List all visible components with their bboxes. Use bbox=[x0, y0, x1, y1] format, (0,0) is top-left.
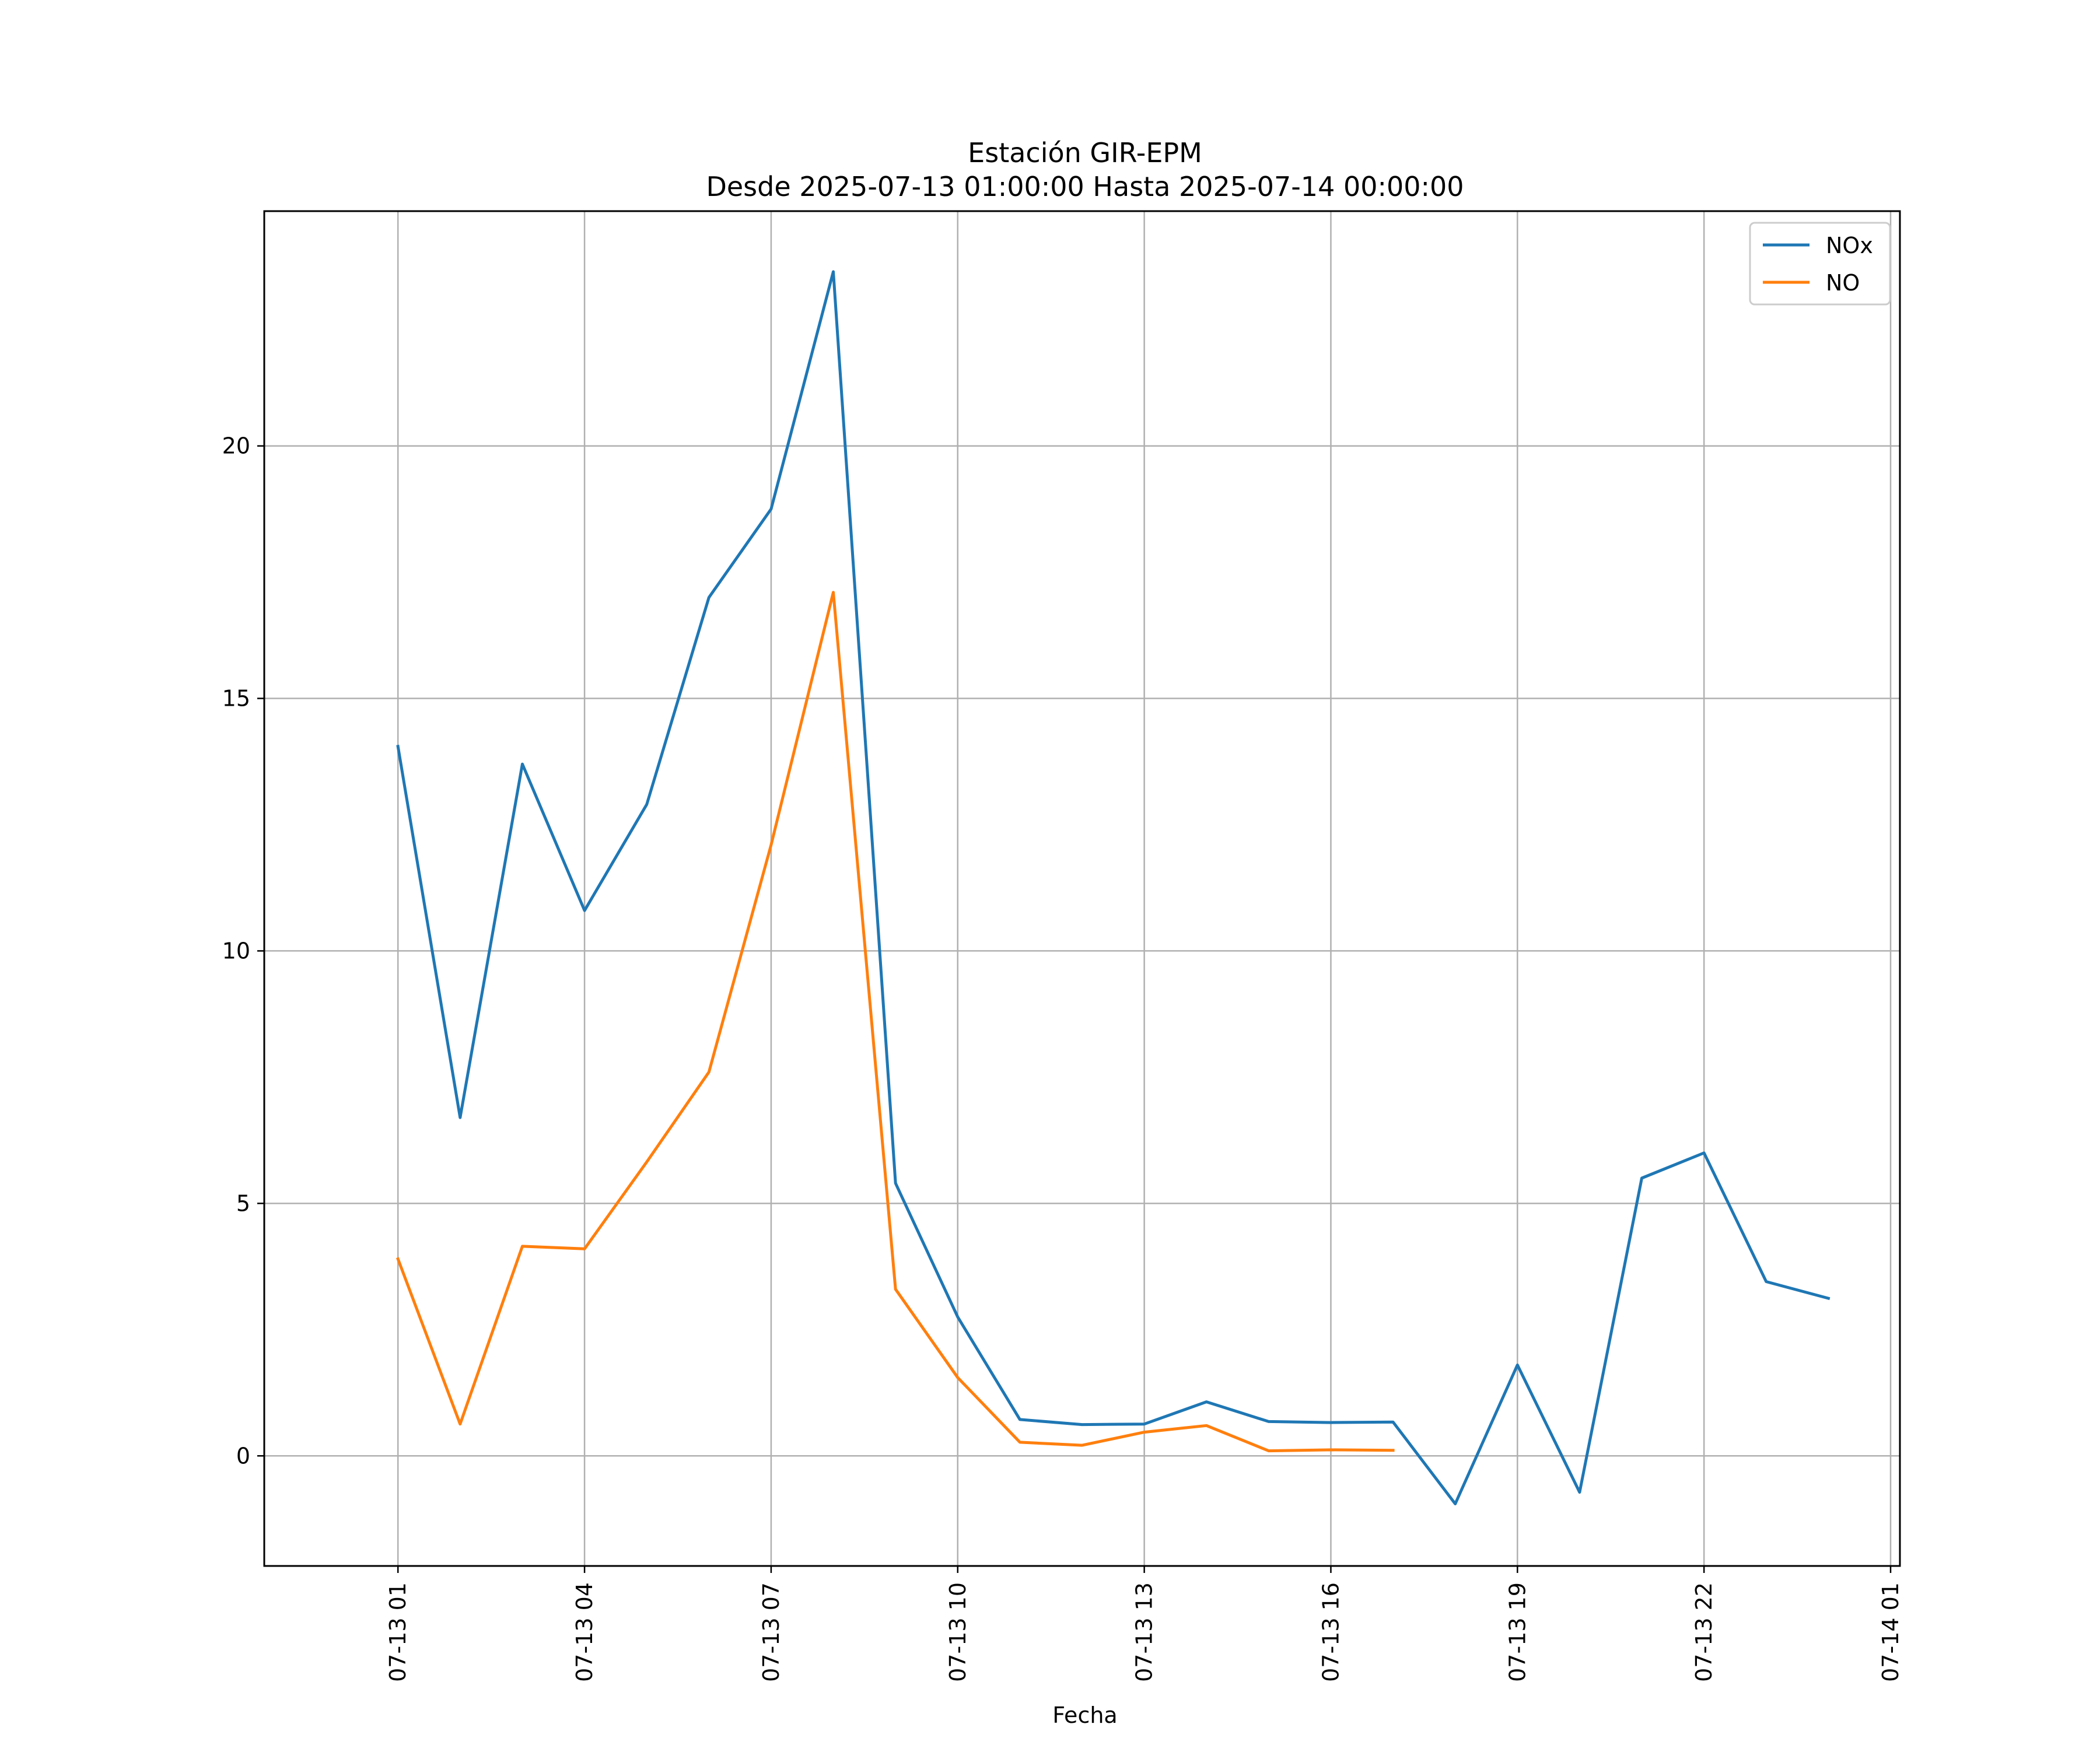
x-axis-label: Fecha bbox=[1052, 1702, 1117, 1728]
x-tick-label: 07-13 10 bbox=[945, 1582, 971, 1682]
series-lines bbox=[396, 270, 1831, 1505]
x-tick-label: 07-13 04 bbox=[572, 1582, 597, 1682]
y-tick-label: 20 bbox=[222, 433, 250, 459]
series-line-no bbox=[396, 591, 1395, 1453]
y-tick-label: 5 bbox=[236, 1190, 250, 1216]
x-tick-label: 07-13 13 bbox=[1132, 1582, 1157, 1682]
x-tick-label: 07-13 22 bbox=[1691, 1582, 1717, 1682]
x-tick-label: 07-13 01 bbox=[385, 1582, 411, 1682]
plot-frame bbox=[263, 210, 1901, 1567]
axes bbox=[257, 210, 1901, 1573]
chart-subtitle: Desde 2025-07-13 01:00:00 Hasta 2025-07-… bbox=[706, 171, 1464, 202]
series-line-nox bbox=[396, 270, 1831, 1505]
grid-lines bbox=[264, 211, 1900, 1566]
tick-labels: 07-13 01 07-13 04 07-13 07 07-13 10 07-13 13… bbox=[222, 433, 1903, 1682]
legend-box bbox=[1749, 222, 1891, 306]
x-tick-label: 07-13 19 bbox=[1504, 1582, 1530, 1682]
legend-label-nox: NOx bbox=[1826, 233, 1873, 258]
x-tick-label: 07-13 16 bbox=[1318, 1582, 1343, 1682]
legend: NOx NO bbox=[1749, 222, 1891, 306]
y-tick-label: 0 bbox=[236, 1443, 250, 1469]
y-tick-label: 10 bbox=[222, 938, 250, 963]
chart-title: Estación GIR-EPM bbox=[968, 137, 1202, 169]
x-tick-label: 07-13 07 bbox=[758, 1582, 784, 1682]
legend-label-no: NO bbox=[1826, 270, 1860, 296]
y-tick-label: 15 bbox=[222, 686, 250, 712]
x-tick-label: 07-14 01 bbox=[1878, 1582, 1903, 1682]
